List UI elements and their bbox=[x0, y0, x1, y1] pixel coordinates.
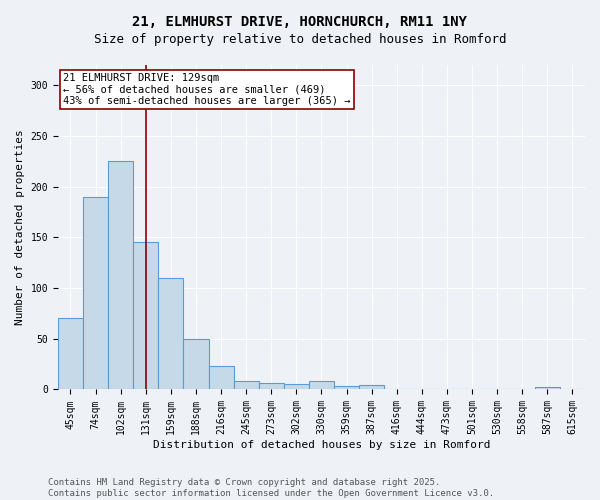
Bar bbox=[58, 318, 83, 390]
Text: 21, ELMHURST DRIVE, HORNCHURCH, RM11 1NY: 21, ELMHURST DRIVE, HORNCHURCH, RM11 1NY bbox=[133, 15, 467, 29]
Bar bbox=[334, 386, 359, 390]
Bar bbox=[158, 278, 184, 390]
Bar bbox=[284, 384, 309, 390]
Bar bbox=[359, 386, 384, 390]
Text: 21 ELMHURST DRIVE: 129sqm
← 56% of detached houses are smaller (469)
43% of semi: 21 ELMHURST DRIVE: 129sqm ← 56% of detac… bbox=[63, 73, 350, 106]
Text: Size of property relative to detached houses in Romford: Size of property relative to detached ho… bbox=[94, 32, 506, 46]
Bar bbox=[184, 339, 209, 390]
Text: Contains HM Land Registry data © Crown copyright and database right 2025.
Contai: Contains HM Land Registry data © Crown c… bbox=[48, 478, 494, 498]
Bar bbox=[209, 366, 233, 390]
Bar bbox=[535, 388, 560, 390]
Bar bbox=[309, 382, 334, 390]
Bar bbox=[108, 162, 133, 390]
Bar bbox=[133, 242, 158, 390]
Bar bbox=[83, 197, 108, 390]
Y-axis label: Number of detached properties: Number of detached properties bbox=[15, 130, 25, 325]
Bar bbox=[259, 384, 284, 390]
X-axis label: Distribution of detached houses by size in Romford: Distribution of detached houses by size … bbox=[153, 440, 490, 450]
Bar bbox=[233, 382, 259, 390]
